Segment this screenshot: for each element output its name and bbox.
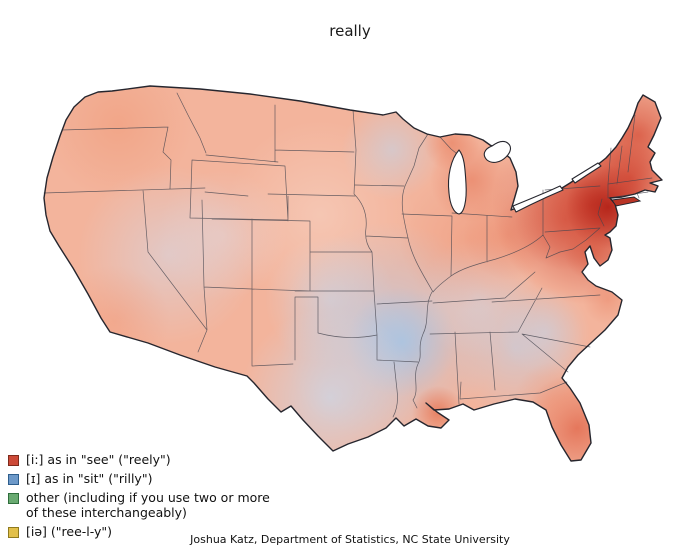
long-island bbox=[611, 196, 642, 207]
legend-swatch-other bbox=[8, 493, 19, 504]
legend-swatch-reely-schwa bbox=[8, 527, 19, 538]
lake-huron bbox=[483, 140, 512, 163]
lake-michigan bbox=[447, 149, 467, 215]
legend-item-reely: [i:] as in "see" ("reely") bbox=[8, 452, 308, 467]
legend-item-reely-schwa: [iə] ("ree-l-y") bbox=[8, 524, 308, 539]
state-borders bbox=[43, 92, 653, 418]
lake-ontario bbox=[571, 162, 602, 184]
legend-label-other: other (including if you use two or more … bbox=[26, 490, 270, 520]
legend-item-other: other (including if you use two or more … bbox=[8, 490, 308, 520]
legend-label-reely-schwa: [iə] ("ree-l-y") bbox=[26, 524, 113, 539]
attribution: Joshua Katz, Department of Statistics, N… bbox=[190, 533, 510, 546]
legend-swatch-rilly bbox=[8, 474, 19, 485]
legend-label-reely: [i:] as in "see" ("reely") bbox=[26, 452, 171, 467]
great-lakes bbox=[447, 140, 602, 215]
legend-item-rilly: [ɪ] as in "sit" ("rilly") bbox=[8, 471, 308, 486]
map-title: really bbox=[329, 22, 371, 40]
legend: [i:] as in "see" ("reely") [ɪ] as in "si… bbox=[8, 452, 308, 543]
legend-swatch-reely bbox=[8, 455, 19, 466]
lake-erie bbox=[512, 185, 564, 213]
legend-label-rilly: [ɪ] as in "sit" ("rilly") bbox=[26, 471, 153, 486]
